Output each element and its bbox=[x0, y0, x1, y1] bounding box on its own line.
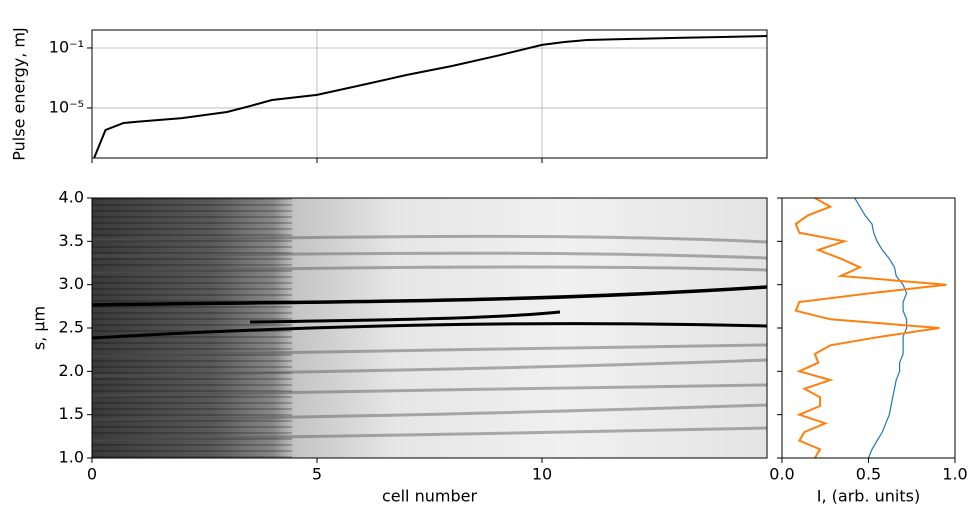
heatmap-image bbox=[92, 198, 767, 458]
y-tick-label: 2.0 bbox=[59, 361, 84, 380]
plot-frame bbox=[91, 29, 768, 159]
x-tick-label: 0 bbox=[87, 465, 97, 484]
profile-line bbox=[794, 197, 947, 459]
y-tick-label: 1.5 bbox=[59, 404, 84, 423]
plot-frame bbox=[781, 197, 956, 459]
y-tick-label: 2.5 bbox=[59, 318, 84, 337]
x-tick-label: 1.0 bbox=[942, 465, 967, 484]
x-axis-label: cell number bbox=[382, 487, 477, 506]
energy-line bbox=[93, 35, 768, 158]
y-tick-label: 10⁻⁵ bbox=[49, 97, 84, 116]
x-tick-label: 0.5 bbox=[856, 465, 881, 484]
y-axis-label: Pulse energy, mJ bbox=[10, 27, 29, 160]
x-tick-label: 0.0 bbox=[769, 465, 794, 484]
y-tick-label: 10⁻¹ bbox=[49, 37, 84, 56]
axes-layer: 10⁻¹ 10⁻⁵ Pulse energy, mJ 0 5 10 1.0 1.5 2.0 2.5… bbox=[10, 27, 968, 505]
x-tick-label: 10 bbox=[532, 465, 552, 484]
x-tick-label: 5 bbox=[312, 465, 322, 484]
x-axis-label: I, (arb. units) bbox=[817, 487, 920, 506]
plot-frame bbox=[91, 197, 768, 459]
y-tick-label: 3.0 bbox=[59, 274, 84, 293]
y-tick-label: 4.0 bbox=[59, 188, 84, 207]
y-tick-label: 1.0 bbox=[59, 448, 84, 467]
y-axis-label: s, μm bbox=[30, 306, 49, 350]
profile-line bbox=[854, 197, 908, 459]
y-tick-label: 3.5 bbox=[59, 231, 84, 250]
